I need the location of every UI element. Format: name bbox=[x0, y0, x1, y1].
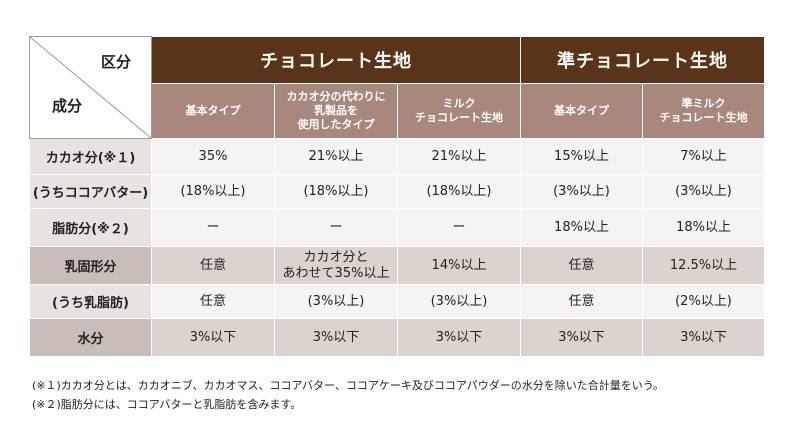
cell-line: 3%以下 bbox=[312, 329, 360, 345]
cell-line: あわせて35%以上 bbox=[282, 265, 390, 281]
cell-line: 18%以上 bbox=[676, 219, 731, 235]
cell-line: ー bbox=[206, 219, 220, 235]
sub-header-line: 基本タイプ bbox=[185, 104, 241, 118]
cell-line: (18%以上) bbox=[303, 183, 369, 199]
footnotes: (※１)カカオ分とは、カカオニブ、カカオマス、ココアバター、ココアケーキ及びココ… bbox=[32, 376, 664, 414]
table-cell: (3%以上) bbox=[642, 174, 765, 209]
table-cell: 任意 bbox=[151, 246, 275, 285]
cell-line: 任意 bbox=[568, 293, 595, 309]
cell-line: 15%以上 bbox=[554, 148, 609, 164]
cell-line: (3%以上) bbox=[307, 293, 365, 309]
sub-header-2: カカオ分の代わりに 乳製品を 使用したタイプ bbox=[274, 83, 398, 139]
row-header: 乳固形分 bbox=[29, 246, 152, 285]
cell-line: 任意 bbox=[568, 257, 595, 273]
sub-header-line: チョコレート生地 bbox=[415, 111, 503, 124]
row-header: (うち乳脂肪) bbox=[29, 284, 152, 319]
table-cell: 35% bbox=[151, 138, 275, 175]
cell-line: 7%以上 bbox=[680, 148, 727, 164]
table-cell: 21%以上 bbox=[274, 138, 398, 175]
sub-header-line: チョコレート生地 bbox=[659, 111, 748, 124]
corner-component-label: 成分 bbox=[52, 97, 83, 115]
row-header: (うちココアバター) bbox=[29, 174, 152, 209]
table-cell: 任意 bbox=[520, 284, 643, 319]
table-cell: 3%以下 bbox=[642, 318, 765, 357]
corner-cell: 区分 成分 bbox=[29, 36, 152, 139]
corner-category-label: 区分 bbox=[100, 53, 131, 71]
cell-line: 3%以下 bbox=[435, 329, 483, 345]
cell-line: カカオ分と bbox=[303, 249, 369, 265]
table-row: (うち乳脂肪) 任意 (3%以上) (3%以上) 任意 (2%以上) bbox=[29, 284, 765, 319]
cell-line: 21%以上 bbox=[431, 148, 487, 164]
cell-line: 12.5%以上 bbox=[669, 257, 738, 273]
chocolate-standards-table: 区分 成分 チョコレート生地 準チョコレート生地 基本タイプ カカオ分の代わりに乳… bbox=[29, 36, 765, 357]
cell-line: (2%以上) bbox=[675, 293, 732, 309]
cell-line: 18%以上 bbox=[554, 219, 609, 235]
table-row: 水分 3%以下 3%以下 3%以下 3%以下 3%以下 bbox=[29, 318, 765, 357]
group-header-semi-chocolate: 準チョコレート生地 bbox=[520, 36, 765, 84]
table-cell: 14%以上 bbox=[397, 246, 521, 285]
table-row: (うちココアバター) (18%以上) (18%以上) (18%以上) (3%以上) (3%… bbox=[29, 174, 765, 209]
group-header-chocolate: チョコレート生地 bbox=[151, 36, 521, 84]
sub-header-line: 使用したタイプ bbox=[297, 117, 375, 131]
sub-header-line: 準ミルク bbox=[681, 97, 726, 111]
table-row: カカオ分(※１) 35% 21%以上 21%以上 15%以上 7%以上 bbox=[29, 138, 765, 175]
sub-header-5: 準ミルク チョコレート生地 bbox=[642, 83, 765, 139]
table-row: 脂肪分(※２) ー ー ー 18%以上 18%以上 bbox=[29, 208, 765, 247]
table-cell: (18%以上) bbox=[151, 174, 275, 209]
table-cell: 12.5%以上 bbox=[642, 246, 765, 285]
footnote-2: (※２)脂肪分には、ココアバターと乳脂肪を含みます。 bbox=[32, 398, 302, 411]
table-cell: 3%以下 bbox=[151, 318, 275, 357]
sub-header-line: 基本タイプ bbox=[554, 104, 609, 118]
cell-line: (18%以上) bbox=[426, 183, 492, 199]
table-cell: ー bbox=[151, 208, 275, 247]
cell-line: 任意 bbox=[199, 257, 226, 273]
cell-line: (18%以上) bbox=[180, 183, 246, 199]
table-cell: カカオ分と あわせて35%以上 bbox=[274, 246, 398, 285]
cell-line: ー bbox=[329, 219, 343, 235]
diagonal-divider bbox=[30, 37, 151, 138]
cell-line: (3%以上) bbox=[675, 183, 732, 199]
table-cell: ー bbox=[274, 208, 398, 247]
table-cell: (3%以上) bbox=[274, 284, 398, 319]
table-cell: (2%以上) bbox=[642, 284, 765, 319]
table-cell: 15%以上 bbox=[520, 138, 643, 175]
table-cell: ー bbox=[397, 208, 521, 247]
table-row: 乳固形分 任意 カカオ分と あわせて35%以上 14%以上 任意 12.5%以上 bbox=[29, 246, 765, 285]
footnote-1: (※１)カカオ分とは、カカオニブ、カカオマス、ココアバター、ココアケーキ及びココ… bbox=[32, 379, 665, 392]
table-cell: 任意 bbox=[151, 284, 275, 319]
sub-header-line: ミルク bbox=[442, 97, 476, 111]
cell-line: 任意 bbox=[199, 293, 226, 309]
table-cell: 21%以上 bbox=[397, 138, 521, 175]
sub-header-line: 乳製品を bbox=[314, 104, 358, 118]
cell-line: 3%以下 bbox=[189, 329, 237, 345]
row-header: カカオ分(※１) bbox=[29, 138, 152, 175]
cell-line: 3%以下 bbox=[680, 329, 727, 345]
cell-line: 3%以下 bbox=[558, 329, 605, 345]
cell-line: (3%以上) bbox=[430, 293, 488, 309]
row-header: 脂肪分(※２) bbox=[29, 208, 152, 247]
cell-line: ー bbox=[452, 219, 466, 235]
table-cell: 任意 bbox=[520, 246, 643, 285]
sub-header-line: カカオ分の代わりに bbox=[286, 90, 386, 104]
table-cell: (3%以上) bbox=[397, 284, 521, 319]
cell-line: 35% bbox=[198, 148, 228, 164]
table-cell: 3%以下 bbox=[520, 318, 643, 357]
cell-line: 14%以上 bbox=[431, 257, 487, 273]
cell-line: 21%以上 bbox=[308, 148, 364, 164]
sub-header-1: 基本タイプ bbox=[151, 83, 275, 139]
table-cell: (3%以上) bbox=[520, 174, 643, 209]
table-cell: 7%以上 bbox=[642, 138, 765, 175]
table-cell: 18%以上 bbox=[642, 208, 765, 247]
table-cell: 18%以上 bbox=[520, 208, 643, 247]
cell-line: (3%以上) bbox=[553, 183, 610, 199]
table-cell: 3%以下 bbox=[274, 318, 398, 357]
row-header: 水分 bbox=[29, 318, 152, 357]
sub-header-4: 基本タイプ bbox=[520, 83, 643, 139]
sub-header-3: ミルク チョコレート生地 bbox=[397, 83, 521, 139]
table-cell: 3%以下 bbox=[397, 318, 521, 357]
table-cell: (18%以上) bbox=[397, 174, 521, 209]
table-cell: (18%以上) bbox=[274, 174, 398, 209]
